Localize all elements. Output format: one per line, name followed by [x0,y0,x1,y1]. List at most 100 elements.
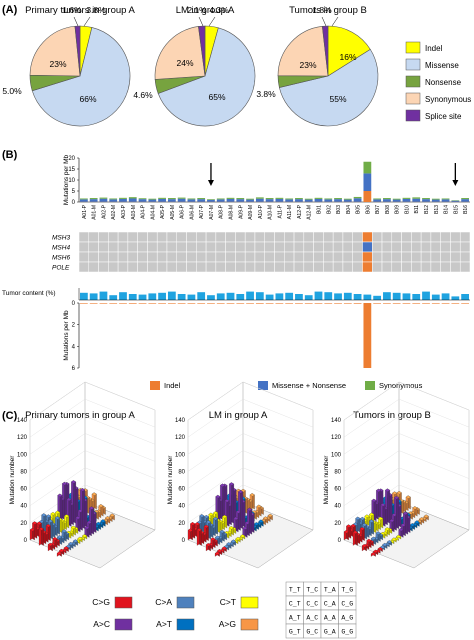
pie-label: 2.1% [187,5,207,15]
context-label: G_T [289,629,301,636]
bar3d-top [212,517,218,521]
bar3d-top [196,528,202,532]
lower-bar [119,303,127,304]
bar3d-side [217,494,221,522]
bar-segment [363,191,372,202]
heatmap-cell [420,241,432,253]
heatmap-cell [225,251,236,263]
pie-label: 4.6% [133,90,153,100]
grid-line [29,398,86,438]
pie1-title: Primary tumors in group A [25,5,135,16]
pie-label: 4.3% [209,5,229,15]
y-tick-label: 20 [68,156,75,162]
context-label: C_T [289,601,301,608]
pie-label: 66% [79,94,96,104]
heatmap-cell [137,231,148,243]
heatmap-cell [323,241,334,253]
lower-bar [383,303,391,304]
bar-segment [216,198,225,200]
bar3d-top [100,519,106,523]
legend-swatch [405,41,421,54]
bar3d-top [391,513,397,517]
tumor-content-bar [304,295,313,300]
x-tick-label: A02-P [101,204,107,219]
heatmap-cell [176,261,187,273]
grid-line [29,467,86,506]
bar3d-top [380,503,386,507]
heatmap-cell [274,251,285,263]
bar-segment [255,197,264,199]
lower-bar [324,303,333,304]
pie-label: 3.8% [256,89,276,99]
bar-segment [334,198,342,200]
c2-title: LM in group A [209,410,268,421]
bar3d-top [39,520,45,524]
lower-bar [275,303,284,304]
heatmap-cell [274,231,285,243]
heatmap-cell [225,241,236,253]
leader-line [331,16,339,27]
tumor-content-bar [422,291,430,300]
heatmap-cell [420,261,432,273]
bar3d-top [256,504,262,508]
x-tick-label: A11-M [287,205,293,219]
x-tick-label: A01-P [82,204,88,219]
bar3d-top [197,520,203,524]
heatmap-cell [332,231,344,243]
lower-bar [295,303,303,304]
c-legend-swatch [176,596,195,609]
heatmap-cell [332,261,344,273]
heatmap-cell [381,241,393,253]
x-tick-label: A03-M [131,205,137,220]
bar3d-top [364,514,370,518]
lower-bar [89,303,98,304]
tumor-content-bar [128,294,137,300]
pie-label: 3.8% [86,5,106,15]
x-tick-label: A12-M [307,205,313,220]
bar3d-top [229,482,235,486]
heatmap-cell [244,251,256,263]
heatmap-cell [459,241,471,253]
grid-line [398,450,470,479]
heatmap-cell [205,261,217,273]
heatmap-cell [362,241,373,253]
heatmap-cell [459,261,471,273]
tumor-content-bar [324,292,333,300]
lower-y-tick-label: 0 [72,301,76,307]
lower-bar [334,303,342,304]
x-tick-label: B12 [424,205,430,214]
b-legend-label: Indel [164,381,181,390]
c-legend-label: A>C [93,619,110,629]
heatmap-cell [88,241,99,253]
lower-bar [216,303,225,304]
context-cell [338,623,357,639]
heatmap-cell [156,261,168,273]
bar-segment [461,198,469,200]
grid-line [187,467,244,506]
bar-segment [373,198,382,200]
bar-segment [383,198,391,200]
tumor-content-bar [207,295,215,300]
bar3d-top [29,528,35,532]
bar-segment [197,198,206,200]
pie-slice-missense [157,27,256,127]
x-tick-label: B01 [316,205,322,214]
pie-label: 5.0% [2,86,22,96]
bar3d-top [371,536,377,541]
heatmap-cell [274,241,285,253]
c-y-axis-label: Mutation number [323,455,330,505]
x-tick-label: B04 [346,205,352,214]
bar-segment [285,199,294,202]
pie-label: 55% [329,94,346,104]
grid-line [84,484,156,514]
grid-line [398,467,470,496]
context-label: A_C [306,615,318,622]
c-legend-swatch [176,618,195,631]
bar3d-top [70,525,76,530]
c3-title: Tumors in group B [353,410,431,421]
c-legend-swatch [240,618,259,631]
heatmap-cell [391,261,402,273]
bar3d-top [343,530,349,534]
c-y-tick-label: 60 [20,487,27,493]
bar-segment [412,198,421,202]
